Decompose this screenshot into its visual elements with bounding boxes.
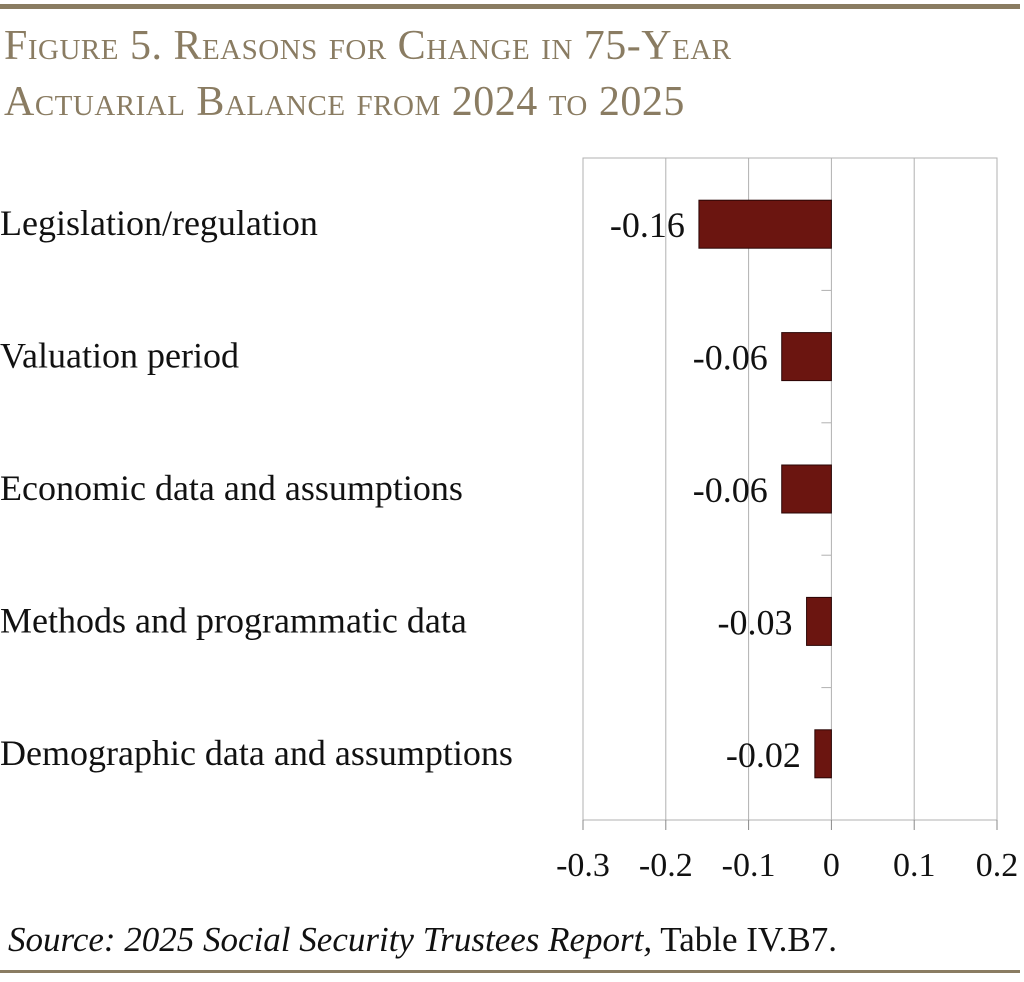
bar [698, 199, 832, 249]
figure-title-line-1: Figure 5. Reasons for Change in 75-Year [4, 23, 732, 69]
category-label: Economic data and assumptions [0, 468, 463, 508]
bar [814, 729, 832, 779]
x-tick-label: 0.1 [893, 847, 936, 884]
x-tick-label: -0.2 [639, 847, 693, 884]
bar-value-label: -0.02 [726, 735, 801, 775]
bar [781, 332, 832, 382]
bar-value-label: -0.03 [718, 602, 793, 642]
source-table: Table IV.B7. [660, 920, 838, 959]
bar-value-label: -0.06 [693, 338, 768, 378]
top-rule [0, 4, 1020, 9]
category-label: Methods and programmatic data [0, 600, 467, 640]
source-report: 2025 Social Security Trustees Report, [124, 920, 653, 959]
source-prefix: Source: [8, 920, 116, 959]
bottom-rule [0, 970, 1020, 973]
x-tick-label: -0.1 [722, 847, 776, 884]
bar-value-label: -0.06 [693, 470, 768, 510]
category-label: Legislation/regulation [0, 203, 318, 243]
bar [806, 596, 832, 646]
bar [781, 464, 832, 514]
bar-value-label: -0.16 [610, 205, 685, 245]
x-tick-label: -0.3 [556, 847, 610, 884]
x-tick-label: 0 [823, 847, 840, 884]
category-label: Valuation period [0, 336, 239, 376]
category-label: Demographic data and assumptions [0, 733, 513, 773]
figure-title-line-2: Actuarial Balance from 2024 to 2025 [4, 79, 685, 125]
source-note: Source: 2025 Social Security Trustees Re… [8, 920, 837, 960]
x-tick-label: 0.2 [976, 847, 1019, 884]
